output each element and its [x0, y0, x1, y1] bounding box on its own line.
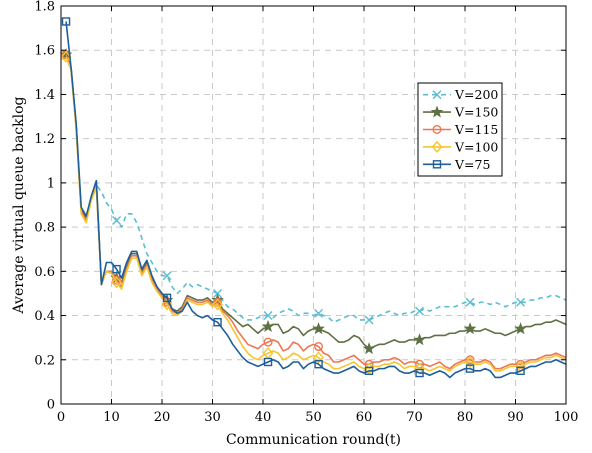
- y-tick-label: 0.4: [34, 309, 55, 324]
- y-tick-label: 1: [47, 176, 55, 191]
- x-axis-label: Communication round(t): [226, 432, 401, 448]
- legend-label: V=200: [454, 87, 498, 102]
- data-point-marker: [111, 276, 122, 289]
- y-tick-label: 0.2: [34, 353, 55, 368]
- legend-marker: [432, 160, 442, 169]
- data-point-marker: [364, 366, 374, 376]
- data-point-marker: [464, 355, 476, 369]
- x-tick-label: 20: [154, 410, 171, 425]
- series-line: [65, 56, 567, 372]
- series-line: [65, 21, 567, 379]
- series-v-75: [61, 17, 567, 379]
- x-tick-label: 60: [356, 410, 373, 425]
- data-point-marker: [112, 264, 121, 274]
- legend: V=200 V=150 V=115 V=100 V=75: [417, 82, 503, 177]
- data-point-marker: [112, 215, 122, 225]
- data-point-marker: [312, 322, 325, 335]
- legend-marker: [432, 124, 442, 134]
- data-point-marker: [465, 297, 475, 307]
- y-tick-label: 1.6: [34, 44, 55, 59]
- data-point-marker: [162, 293, 172, 303]
- data-point-marker: [465, 364, 475, 373]
- data-point-marker: [263, 311, 273, 321]
- legend-label: V=115: [454, 122, 498, 137]
- data-point-marker: [314, 308, 324, 318]
- x-tick-label: 10: [103, 410, 120, 425]
- y-axis-label: Average virtual queue backlog: [11, 96, 27, 314]
- x-tick-label: 80: [457, 410, 474, 425]
- y-tick-label: 1.4: [34, 88, 55, 103]
- data-point-marker: [314, 342, 324, 352]
- data-point-marker: [362, 342, 376, 355]
- data-point-marker: [463, 322, 477, 335]
- data-point-marker: [61, 17, 71, 26]
- data-point-marker: [516, 297, 526, 307]
- series-line: [65, 54, 567, 323]
- x-tick-label: 0: [57, 410, 65, 425]
- data-point-marker: [413, 333, 426, 346]
- y-tick-label: 0.6: [34, 265, 55, 280]
- legend-marker: [431, 140, 443, 153]
- legend-label: V=100: [454, 139, 498, 154]
- x-tick-label: 30: [204, 410, 221, 425]
- series-layer: [59, 17, 567, 379]
- legend-marker: [432, 90, 442, 100]
- y-tick-label: 0: [47, 398, 55, 413]
- data-point-marker: [514, 322, 527, 335]
- x-tick-label: 50: [305, 410, 322, 425]
- data-point-marker: [313, 351, 324, 364]
- data-point-marker: [263, 357, 273, 367]
- data-point-marker: [162, 271, 172, 281]
- y-tick-label: 1.2: [34, 132, 55, 147]
- legend-label: V=150: [454, 105, 498, 120]
- data-point-marker: [415, 368, 424, 378]
- data-point-marker: [263, 337, 273, 347]
- legend-marker: [430, 105, 444, 118]
- x-tick-label: 90: [507, 410, 524, 425]
- data-point-marker: [261, 319, 275, 332]
- axis-ticks: 0 10 20 30 40 50 60 70 80 90 100 0 0.2 0.4 0.6 0.8 1 1.2 1…: [34, 0, 578, 425]
- data-point-marker: [213, 317, 222, 327]
- x-tick-label: 40: [255, 410, 272, 425]
- legend-label: V=75: [454, 157, 490, 172]
- data-point-marker: [212, 298, 223, 311]
- data-point-marker: [415, 306, 425, 316]
- data-point-marker: [516, 366, 525, 376]
- data-point-marker: [314, 360, 323, 369]
- x-tick-label: 70: [406, 410, 423, 425]
- data-point-marker: [364, 315, 374, 325]
- y-tick-label: 0.8: [34, 221, 55, 236]
- x-tick-label: 100: [554, 410, 579, 425]
- y-tick-label: 1.8: [34, 0, 55, 15]
